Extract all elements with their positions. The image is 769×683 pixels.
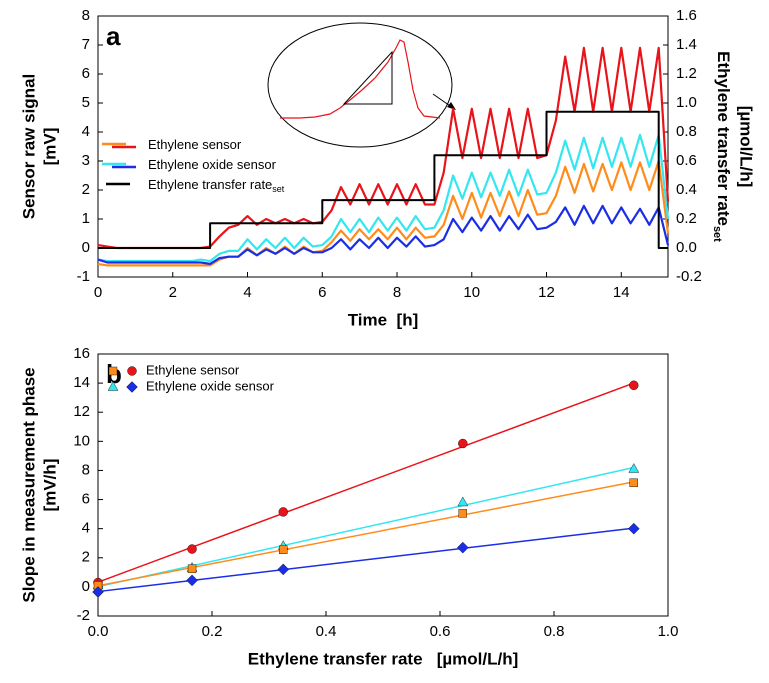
y-axis-label: Sensor raw signal <box>19 74 38 220</box>
series-line <box>98 110 668 249</box>
y2-tick-label: -0.2 <box>676 268 702 285</box>
x-tick-label: 1.0 <box>658 623 679 640</box>
legend-label: Ethylene oxide sensor <box>148 157 277 172</box>
fit-line <box>97 527 634 593</box>
fit-line <box>97 382 635 583</box>
legend-text: Ethylene sensor <box>148 137 242 152</box>
y-tick-label: 5 <box>82 94 90 111</box>
legend-sub: set <box>272 184 285 194</box>
marker <box>187 564 197 573</box>
x-tick-label: 0.6 <box>430 623 451 640</box>
y-axis-unit: [mV/h] <box>40 459 59 512</box>
plot-frame <box>97 353 669 617</box>
legend-label: Ethylene transfer rateset <box>148 177 285 194</box>
x-tick-label: 6 <box>318 284 326 301</box>
marker <box>629 380 639 390</box>
legend-marker <box>127 366 137 376</box>
marker <box>457 496 469 507</box>
y2-axis-label: Ethylene transfer rateset <box>711 51 732 242</box>
marker <box>278 507 288 517</box>
y-axis-label: Slope in measurement phase <box>19 367 38 602</box>
series-line <box>97 159 670 267</box>
y-tick-label: 3 <box>82 152 90 169</box>
legend-text: Ethylene oxide sensor <box>148 157 277 172</box>
legend-label: Ethylene sensor <box>148 137 242 152</box>
y-axis-unit: [mV] <box>40 128 59 166</box>
y-tick-label: 10 <box>73 432 90 449</box>
y2-tick-label: 0.2 <box>676 210 697 227</box>
y-tick-label: -2 <box>77 607 90 624</box>
legend-text: Ethylene transfer rate <box>148 177 272 192</box>
x-tick-label: 14 <box>613 284 630 301</box>
y-tick-label: 8 <box>82 7 90 24</box>
y-tick-label: 0 <box>82 239 90 256</box>
marker <box>186 574 198 587</box>
marker <box>458 438 468 449</box>
marker <box>629 478 638 488</box>
legend-marker <box>107 381 119 391</box>
y-tick-label: 7 <box>82 36 90 53</box>
inset-triangle <box>342 50 393 105</box>
x-tick-label: 8 <box>393 284 401 301</box>
series-line <box>97 133 670 263</box>
inset-frame <box>267 22 453 148</box>
x-tick-label: 4 <box>243 284 251 301</box>
x-axis-label: Ethylene transfer rate [µmol/L/h] <box>248 649 519 668</box>
marker <box>279 545 288 554</box>
x-tick-label: 0 <box>94 284 102 301</box>
y2-tick-label: 0.6 <box>676 152 697 169</box>
y2-axis-unit: [µmol/L/h] <box>737 106 756 188</box>
panel-label: a <box>106 21 121 51</box>
y-tick-label: 4 <box>82 123 90 140</box>
legend-label: Ethylene oxide sensor <box>146 378 275 393</box>
x-tick-label: 0.8 <box>544 623 565 640</box>
y-tick-label: 6 <box>82 65 90 82</box>
marker <box>628 463 640 473</box>
series-line <box>97 204 670 265</box>
marker <box>458 509 467 518</box>
y-tick-label: 12 <box>73 403 90 420</box>
x-tick-label: 0.0 <box>88 623 109 640</box>
fit-line <box>97 466 634 588</box>
plot-frame <box>97 15 669 278</box>
y-tick-label: 14 <box>73 374 90 391</box>
y-tick-label: 4 <box>82 520 90 537</box>
legend-label: Ethylene sensor <box>146 362 240 377</box>
y-tick-label: -1 <box>77 268 90 285</box>
y-tick-label: 16 <box>73 345 90 362</box>
inset-trace <box>280 39 441 119</box>
marker <box>187 544 197 554</box>
x-tick-label: 12 <box>538 284 555 301</box>
y-tick-label: 8 <box>82 461 90 478</box>
y-tick-label: 6 <box>82 491 90 508</box>
y2-tick-label: 1.6 <box>676 7 697 24</box>
marker <box>628 522 640 535</box>
marker <box>92 586 104 598</box>
y2-axis-label-text: Ethylene transfer rate <box>714 51 733 226</box>
marker <box>277 563 290 576</box>
legend-marker <box>126 381 138 393</box>
y-tick-label: 0 <box>82 578 90 595</box>
marker <box>457 541 469 554</box>
fit-line <box>97 481 634 587</box>
x-axis-label: Time [h] <box>348 310 419 329</box>
y2-tick-label: 1.2 <box>676 65 697 82</box>
y2-tick-label: 0.0 <box>676 239 697 256</box>
x-tick-label: 0.2 <box>202 623 223 640</box>
legend-marker <box>108 366 118 376</box>
x-tick-label: 10 <box>463 284 480 301</box>
y2-axis-label-sub: set <box>711 226 723 242</box>
y2-tick-label: 0.4 <box>676 181 697 198</box>
y2-tick-label: 0.8 <box>676 123 697 140</box>
y2-tick-label: 1.0 <box>676 94 697 111</box>
y-tick-label: 1 <box>82 210 90 227</box>
x-tick-label: 0.4 <box>316 623 337 640</box>
x-tick-label: 2 <box>169 284 177 301</box>
y-tick-label: 2 <box>82 549 90 566</box>
inset <box>267 22 456 148</box>
y-tick-label: 2 <box>82 181 90 198</box>
y2-tick-label: 1.4 <box>676 36 697 53</box>
